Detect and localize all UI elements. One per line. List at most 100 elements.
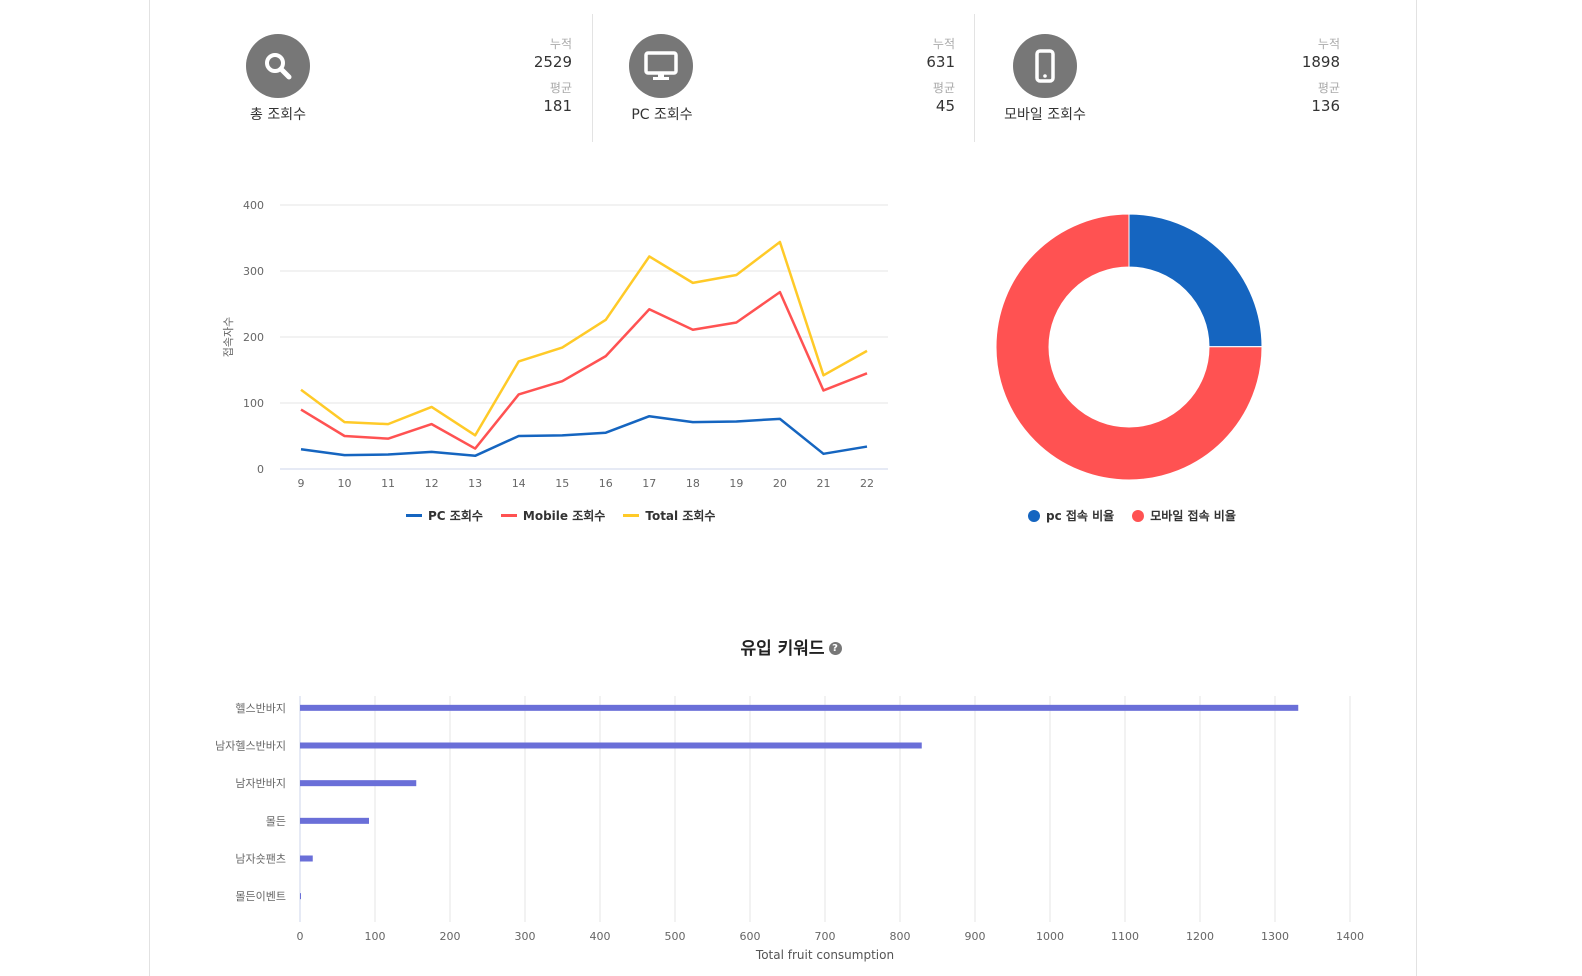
stat-values: 누적 1898 평균 136 [1302,36,1340,116]
keyword-title-text: 유입 키워드 [740,639,825,659]
x-tick-label: 9 [298,477,305,490]
keyword-bar[interactable] [300,704,1299,711]
x-tick-label: 0 [297,930,304,943]
category-label: 남자숏팬츠 [235,853,286,866]
x-tick-label: 800 [890,930,911,943]
total-value: 631 [926,53,955,71]
x-tick-label: 21 [816,477,830,490]
avg-value: 136 [1311,97,1340,115]
legend-item[interactable]: Total 조회수 [623,507,715,524]
search-icon [246,34,310,98]
stat-label: 모바일 조회수 [1004,107,1086,123]
device-ratio-donut-chart [995,213,1263,481]
legend-swatch [406,514,422,517]
x-tick-label: 1100 [1111,930,1139,943]
x-tick-label: 200 [440,930,461,943]
legend-label: pc 접속 비율 [1046,509,1115,523]
help-icon[interactable]: ? [828,641,842,655]
category-label: 헬스반바지 [235,702,286,715]
stat-label: PC 조회수 [631,107,693,123]
donut-slice-1[interactable] [995,213,1263,481]
legend-swatch [1132,509,1145,522]
x-tick-label: 18 [686,477,700,490]
x-axis-label: Total fruit consumption [755,948,894,962]
x-tick-label: 400 [590,930,611,943]
y-tick-label: 0 [257,463,264,476]
stat-mobile-views: 모바일 조회수 누적 1898 평균 136 [974,14,1360,142]
x-tick-label: 500 [665,930,686,943]
category-label: 남자헬스반바지 [215,740,286,753]
x-tick-label: 1300 [1261,930,1289,943]
x-tick-label: 1400 [1336,930,1364,943]
legend-swatch [500,514,517,517]
series-line-1[interactable] [300,290,868,450]
keyword-bar-chart: Total fruit consumption 0 100 200 300 400 500… [215,696,1364,962]
series-line-0[interactable] [300,414,868,458]
line-chart-legend: PC 조회수 Mobile 조회수 Total 조회수 [406,507,715,524]
legend-label: PC 조회수 [428,509,483,523]
x-tick-label: 16 [599,477,613,490]
avg-key: 평균 [549,81,572,95]
x-tick-label: 300 [515,930,536,943]
avg-key: 평균 [1317,81,1340,95]
avg-key: 평균 [932,81,955,95]
y-tick-label: 200 [243,331,264,344]
x-tick-label: 15 [555,477,569,490]
keyword-bar[interactable] [300,893,301,900]
y-tick-label: 400 [243,199,264,212]
total-value: 1898 [1301,53,1340,71]
total-key: 누적 [549,37,572,51]
legend-label: 모바일 접속 비율 [1150,509,1236,523]
stat-values: 누적 631 평균 45 [926,36,955,116]
stat-label: 총 조회수 [250,107,306,123]
x-tick-label: 100 [365,930,386,943]
x-tick-label: 19 [729,477,743,490]
series-line-2[interactable] [300,240,868,437]
x-tick-label: 700 [815,930,836,943]
keyword-bar[interactable] [300,855,313,862]
y-tick-label: 300 [243,265,264,278]
dashboard-panel [149,0,1417,976]
hourly-views-line-chart: 접속자수 0 100 200 300 400 9 10 11 12 13 14 15 16 17 18 19 2… [222,199,888,490]
y-axis-label: 접속자수 [222,317,235,357]
legend-swatch [623,514,640,517]
total-key: 누적 [1317,37,1340,51]
keyword-bar[interactable] [300,817,369,824]
x-tick-label: 14 [512,477,526,490]
legend-label: Mobile 조회수 [522,509,606,523]
x-tick-label: 1000 [1036,930,1064,943]
total-value: 2529 [533,53,572,71]
stat-pc-views: PC 조회수 누적 631 평균 45 [592,14,975,142]
monitor-icon [629,34,693,98]
category-label: 남자반바지 [235,777,286,790]
x-tick-label: 10 [338,477,352,490]
x-tick-label: 22 [860,477,874,490]
stat-values: 누적 2529 평균 181 [534,36,572,116]
legend-swatch [1028,509,1040,522]
donut-chart-legend: pc 접속 비율 모바일 접속 비율 [1028,507,1236,524]
total-key: 누적 [932,37,955,51]
legend-item[interactable]: pc 접속 비율 [1028,507,1114,524]
avg-value: 45 [935,97,955,115]
y-tick-label: 100 [243,397,264,410]
legend-item[interactable]: 모바일 접속 비율 [1132,507,1236,524]
keyword-bar[interactable] [300,742,922,749]
x-tick-label: 900 [965,930,986,943]
avg-value: 181 [543,97,572,115]
legend-label: Total 조회수 [645,509,716,523]
x-tick-label: 13 [468,477,482,490]
keyword-section-title: 유입 키워드? [0,634,1582,659]
x-tick-label: 600 [740,930,761,943]
donut-slice-0[interactable] [1128,213,1263,348]
category-label: 몰든이벤트 [235,890,286,903]
legend-item[interactable]: PC 조회수 [406,507,483,524]
x-tick-label: 12 [425,477,439,490]
x-tick-label: 20 [773,477,787,490]
keyword-bar[interactable] [300,780,417,787]
stat-total-views: 총 조회수 누적 2529 평균 181 [218,14,592,142]
mobile-icon [1013,34,1077,98]
legend-item[interactable]: Mobile 조회수 [500,507,606,524]
x-tick-label: 1200 [1186,930,1214,943]
x-tick-label: 17 [642,477,656,490]
x-tick-label: 11 [381,477,395,490]
